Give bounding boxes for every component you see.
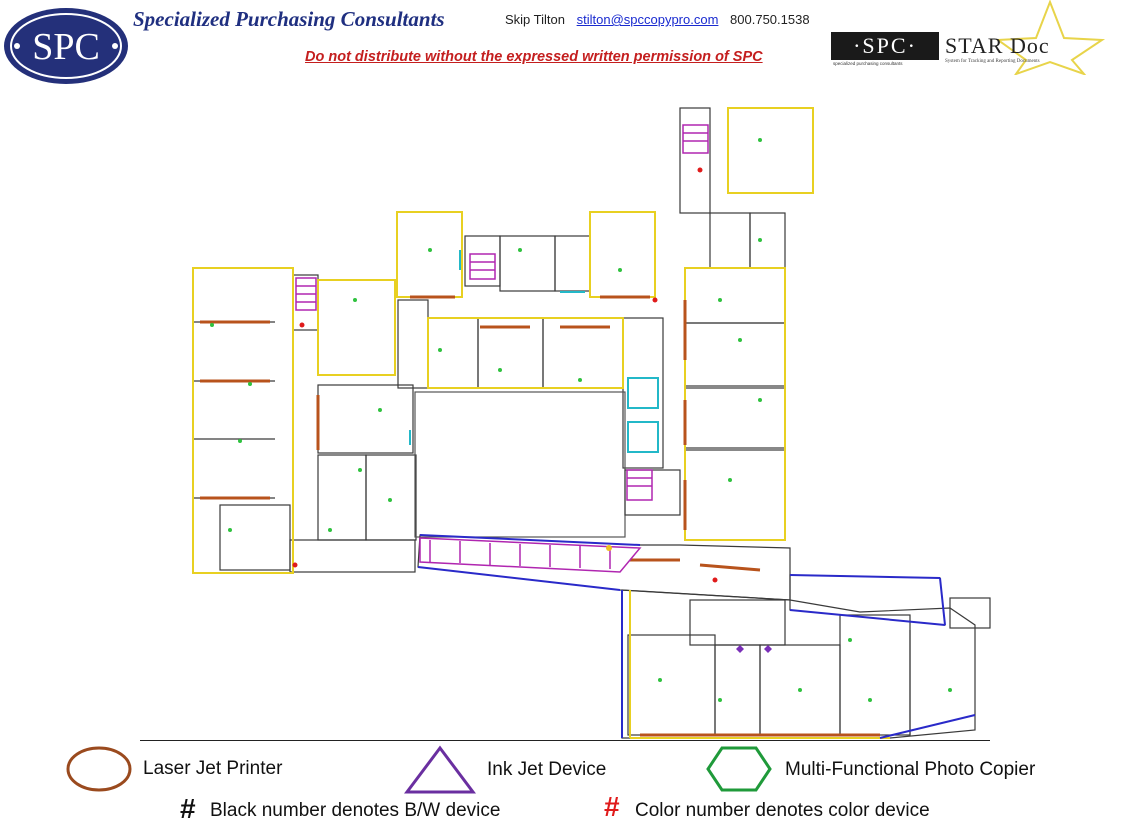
legend-laser-label: Laser Jet Printer <box>143 758 283 779</box>
distribution-notice: Do not distribute without the expressed … <box>305 49 763 65</box>
floor-plan <box>192 107 991 739</box>
contact-phone: 800.750.1538 <box>730 12 810 27</box>
star-doc-title: STAR Doc <box>945 33 1050 58</box>
star-logo-box: ·SPC· <box>831 32 939 60</box>
ink-jet-triangle-icon <box>404 745 476 794</box>
contact-info: Skip Tilton stilton@spccopypro.com 800.7… <box>505 12 818 27</box>
legend-divider <box>140 740 990 741</box>
legend-inkjet-label: Ink Jet Device <box>487 759 607 780</box>
legend-mfp-label: Multi-Functional Photo Copier <box>785 759 1036 780</box>
spc-logo: SPC <box>4 8 128 84</box>
star-logo-box-sub: specialized purchasing consultants <box>833 61 903 66</box>
red-hash-icon: # <box>604 791 620 822</box>
contact-name: Skip Tilton <box>505 12 565 27</box>
laser-jet-circle-icon <box>66 746 132 792</box>
logo-text: SPC <box>32 26 100 68</box>
star-doc-subtitle: System for Tracking and Reporting Docume… <box>945 59 1040 64</box>
contact-email-link[interactable]: stilton@spccopypro.com <box>576 12 719 27</box>
company-name: Specialized Purchasing Consultants <box>133 7 445 31</box>
black-hash-icon: # <box>180 793 196 824</box>
mfp-hexagon-icon <box>706 746 772 792</box>
star-icon <box>995 0 1106 75</box>
legend-color-label: Color number denotes color device <box>635 800 930 821</box>
legend-bw-label: Black number denotes B/W device <box>210 800 501 821</box>
